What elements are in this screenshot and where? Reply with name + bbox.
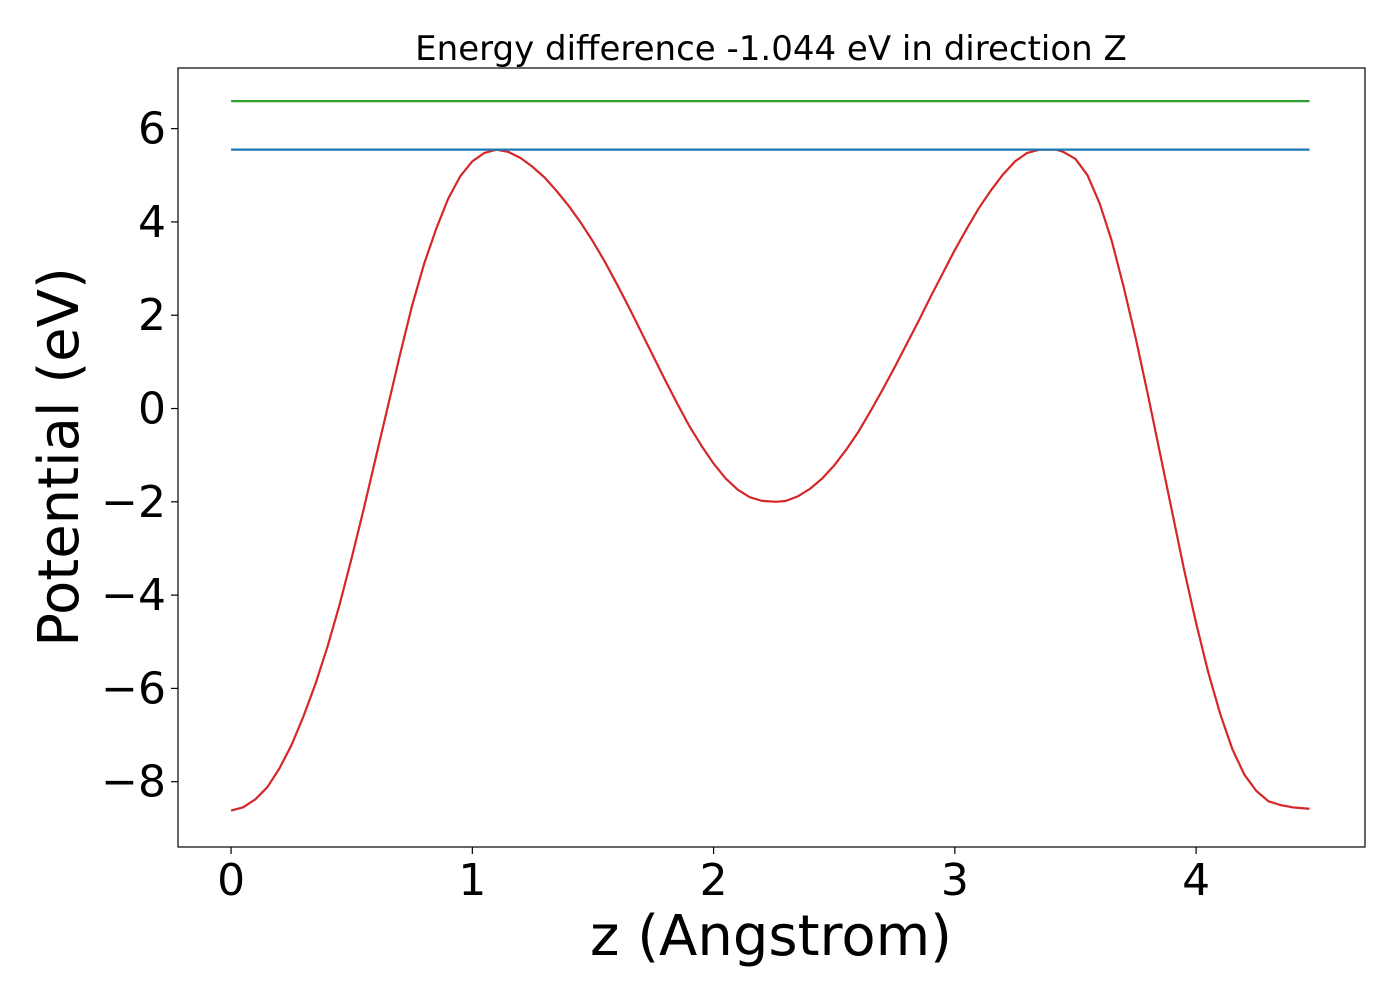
series-line-0 bbox=[230, 148, 1310, 812]
y-tick-label: 2 bbox=[138, 290, 166, 341]
x-tick-label: 3 bbox=[941, 855, 969, 906]
series-layer bbox=[230, 100, 1310, 812]
x-tick-label: 2 bbox=[700, 855, 728, 906]
y-tick-label: −6 bbox=[101, 663, 166, 714]
x-tick-label: 0 bbox=[217, 855, 245, 906]
y-axis-label: Potential (eV) bbox=[27, 267, 92, 647]
y-tick-label: 0 bbox=[138, 384, 166, 435]
y-tick-label: −8 bbox=[101, 757, 166, 808]
x-axis: 0 1 2 3 4 bbox=[217, 847, 1210, 906]
x-axis-label: z (Angstrom) bbox=[590, 904, 952, 969]
y-tick-label: −2 bbox=[101, 477, 166, 528]
plot-frame bbox=[177, 67, 1366, 848]
chart-title: Energy difference -1.044 eV in direction… bbox=[415, 29, 1127, 69]
y-tick-label: −4 bbox=[101, 570, 166, 621]
x-tick-label: 4 bbox=[1182, 855, 1210, 906]
y-axis: −8 −6 −4 −2 0 2 4 6 bbox=[101, 104, 178, 808]
x-tick-label: 1 bbox=[458, 855, 486, 906]
y-tick-label: 6 bbox=[138, 104, 166, 155]
y-tick-label: 4 bbox=[138, 197, 166, 248]
